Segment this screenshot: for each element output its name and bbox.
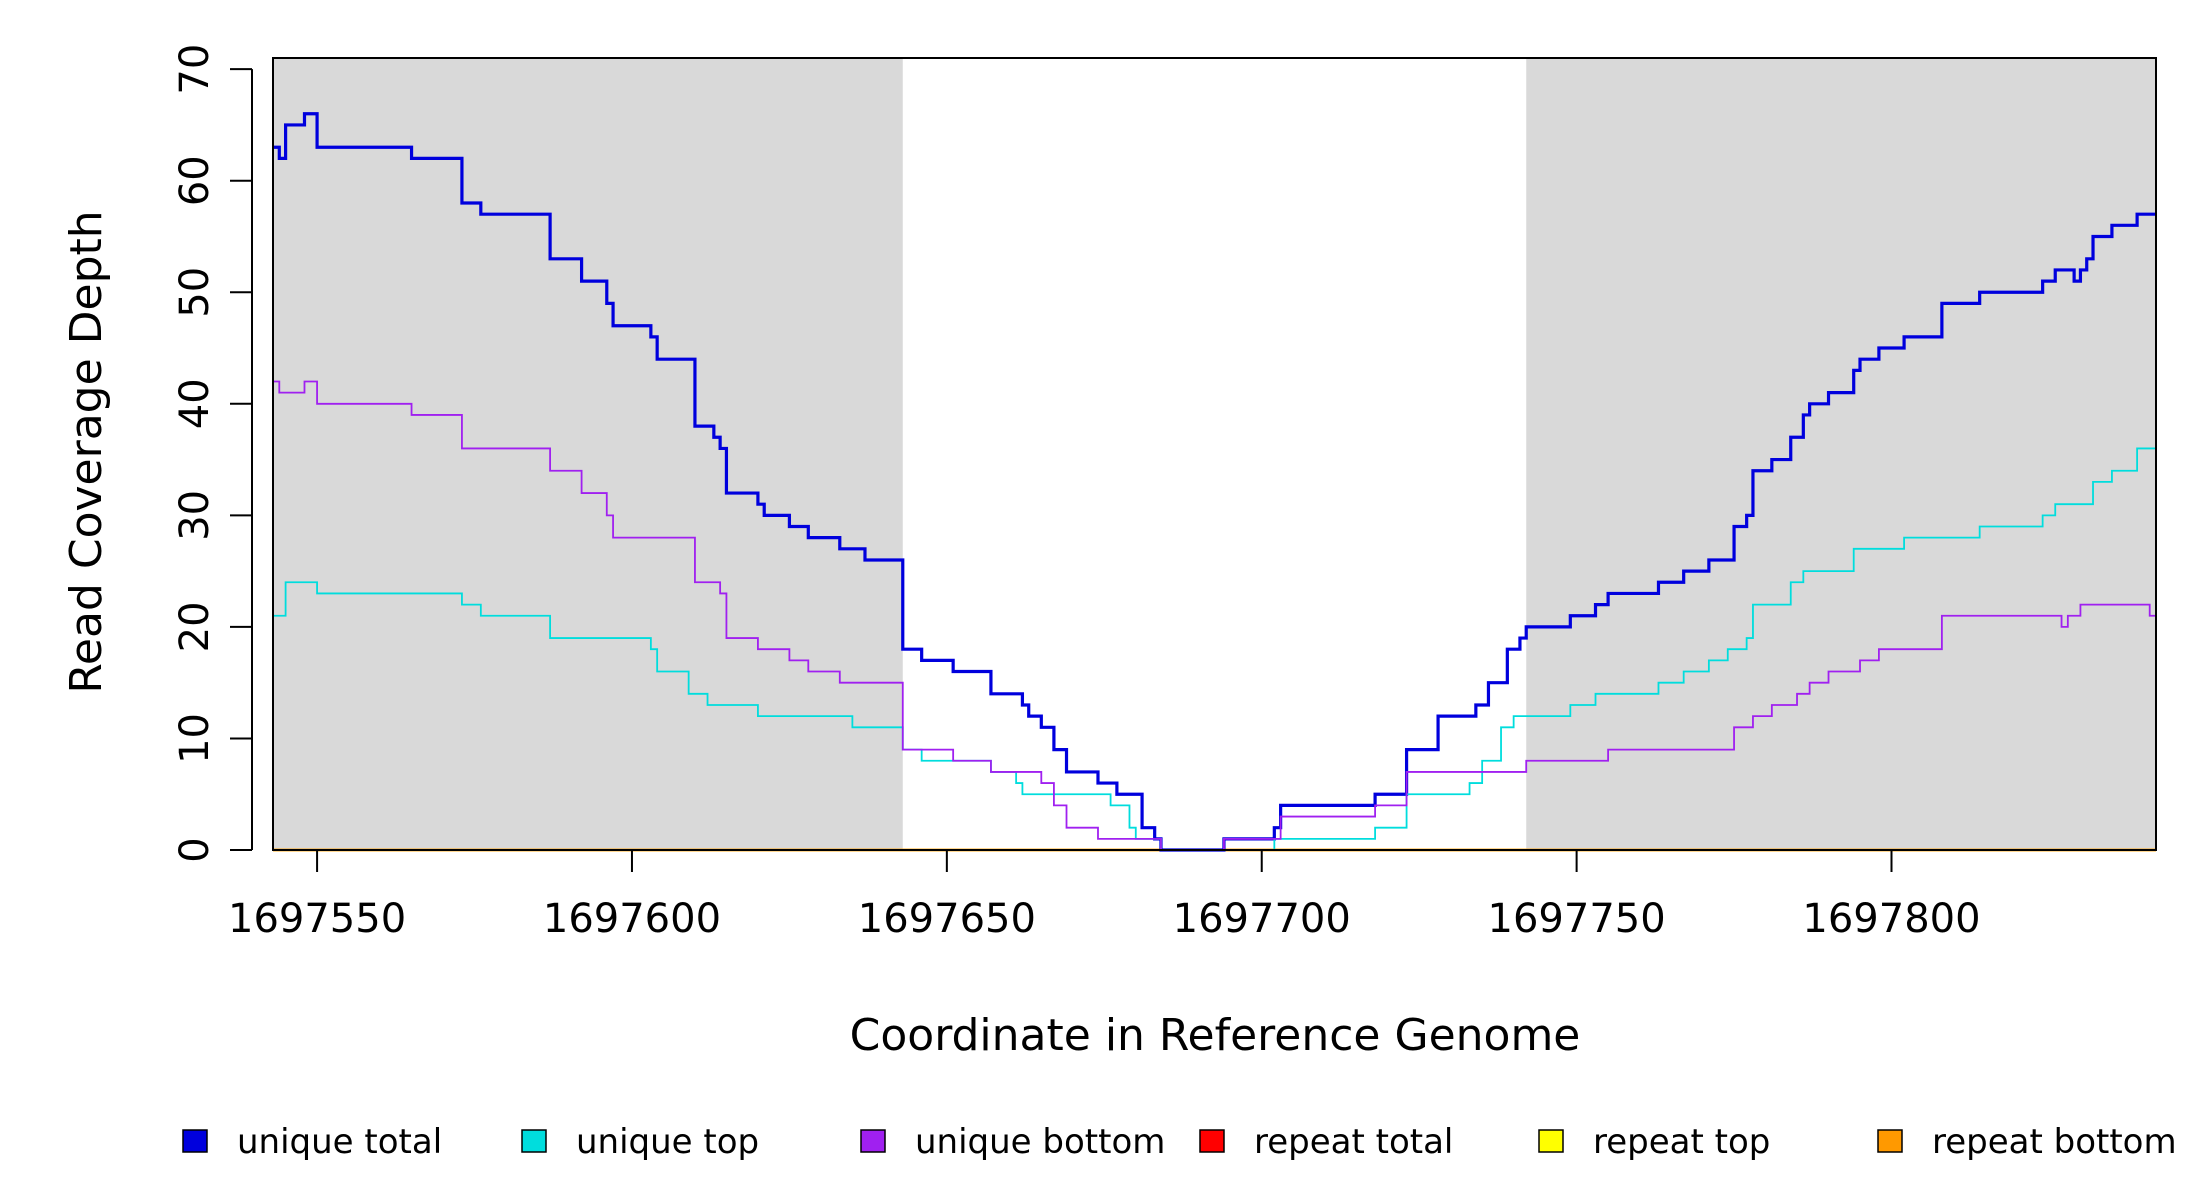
x-tick-label: 1697750 xyxy=(1488,896,1666,942)
legend-label: unique total xyxy=(237,1122,442,1162)
shaded-region-1 xyxy=(273,58,903,850)
legend-item-unique-top: unique top xyxy=(521,1122,759,1162)
x-tick-label: 1697800 xyxy=(1802,896,1980,942)
y-axis-title: Read Coverage Depth xyxy=(61,210,112,693)
y-tick-label: 30 xyxy=(172,490,218,541)
x-tick-label: 1697700 xyxy=(1173,896,1351,942)
y-tick-label: 70 xyxy=(172,44,218,95)
shaded-region-2 xyxy=(1526,58,2156,850)
shaded-regions xyxy=(273,58,2156,850)
series-line-unique-bottom xyxy=(273,380,2156,851)
legend-swatch xyxy=(521,1129,547,1153)
legend-swatch xyxy=(860,1129,886,1153)
y-axis: 0 10 20 30 40 50 60 70 xyxy=(172,44,253,863)
legend-item-repeat-top: repeat top xyxy=(1538,1122,1770,1162)
y-tick-label: 50 xyxy=(172,267,218,318)
legend: unique total unique top unique bottom repea… xyxy=(182,1122,2177,1162)
y-tick-label: 60 xyxy=(172,155,218,206)
x-axis-title: Coordinate in Reference Genome xyxy=(850,1010,1581,1061)
legend-swatch xyxy=(1199,1129,1225,1153)
legend-swatch xyxy=(182,1129,208,1153)
legend-item-repeat-total: repeat total xyxy=(1199,1122,1453,1162)
x-tick-label: 1697600 xyxy=(543,896,721,942)
legend-label: unique top xyxy=(576,1122,759,1162)
legend-item-unique-total: unique total xyxy=(182,1122,442,1162)
y-tick-label: 40 xyxy=(172,378,218,429)
x-axis: 1697550 1697600 1697650 1697700 1697750 16978… xyxy=(228,849,1981,942)
legend-swatch xyxy=(1877,1129,1903,1153)
legend-item-unique-bottom: unique bottom xyxy=(860,1122,1165,1162)
legend-label: unique bottom xyxy=(915,1122,1165,1162)
legend-label: repeat bottom xyxy=(1932,1122,2177,1162)
y-tick-label: 10 xyxy=(172,713,218,764)
x-tick-label: 1697650 xyxy=(858,896,1036,942)
legend-swatch xyxy=(1538,1129,1564,1153)
x-tick-label: 1697550 xyxy=(228,896,406,942)
series-line-unique-top xyxy=(273,447,2156,851)
y-tick-label: 0 xyxy=(172,837,218,862)
legend-label: repeat top xyxy=(1593,1122,1770,1162)
legend-label: repeat total xyxy=(1254,1122,1453,1162)
legend-item-repeat-bottom: repeat bottom xyxy=(1877,1122,2177,1162)
y-tick-label: 20 xyxy=(172,601,218,652)
